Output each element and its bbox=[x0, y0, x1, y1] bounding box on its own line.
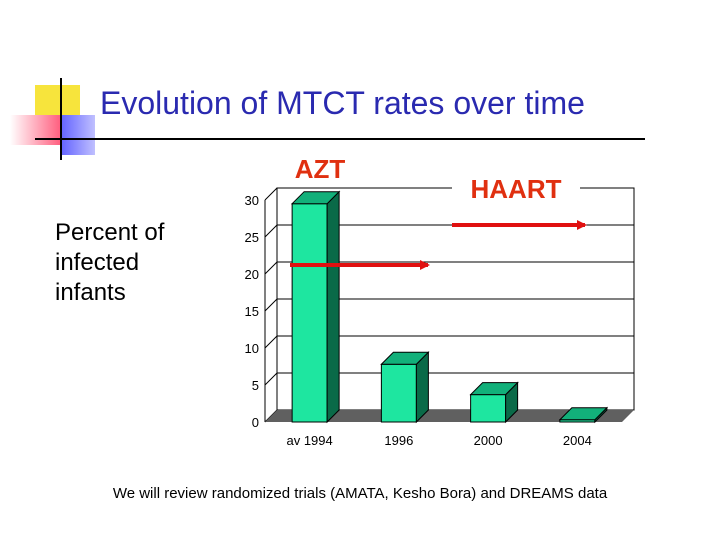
deco-red-square bbox=[10, 115, 60, 145]
x-tick-label: 2000 bbox=[474, 433, 503, 448]
title-underline bbox=[35, 138, 645, 140]
x-tick-label: 1996 bbox=[384, 433, 413, 448]
y-tick-label: 15 bbox=[245, 304, 259, 319]
y-tick-label: 0 bbox=[252, 415, 259, 430]
slide-title: Evolution of MTCT rates over time bbox=[100, 85, 585, 121]
annotation-label: AZT bbox=[295, 154, 346, 184]
gridline-side bbox=[264, 372, 278, 386]
y-axis-label: Percent of infected infants bbox=[55, 219, 165, 306]
annotation-bg bbox=[452, 174, 580, 206]
chart-labels: 0 5 10 15 20 25 30 av 1994 1996 2000 2004 bbox=[245, 193, 592, 448]
gridline-side bbox=[264, 187, 278, 201]
gridline-side bbox=[264, 298, 278, 312]
annotation-label: HAART bbox=[471, 174, 562, 204]
chart-bars bbox=[290, 190, 609, 424]
bar-top bbox=[469, 382, 519, 396]
bar bbox=[470, 394, 507, 423]
gridline-side bbox=[264, 335, 278, 349]
deco-blue-square bbox=[60, 115, 95, 155]
gridline-side bbox=[264, 224, 278, 238]
bar-side bbox=[326, 190, 340, 424]
footnote: We will review randomized trials (AMATA,… bbox=[112, 485, 608, 502]
bar-top bbox=[290, 191, 341, 205]
bar bbox=[380, 363, 417, 423]
y-tick-label: 20 bbox=[245, 267, 259, 282]
y-tick-label: 25 bbox=[245, 230, 259, 245]
y-tick-label: 30 bbox=[245, 193, 259, 208]
y-tick-label: 5 bbox=[252, 378, 259, 393]
bar-top bbox=[380, 351, 430, 365]
chart-annotations: AZT HAART bbox=[290, 154, 587, 270]
bar bbox=[291, 203, 328, 423]
chart-floor bbox=[265, 410, 634, 422]
y-tick-label: 10 bbox=[245, 341, 259, 356]
deco-vertical-line bbox=[60, 78, 62, 160]
bar-top bbox=[558, 407, 609, 421]
x-tick-label: 2004 bbox=[563, 433, 592, 448]
x-tick-label: av 1994 bbox=[286, 433, 332, 448]
gridline-side bbox=[264, 261, 278, 275]
